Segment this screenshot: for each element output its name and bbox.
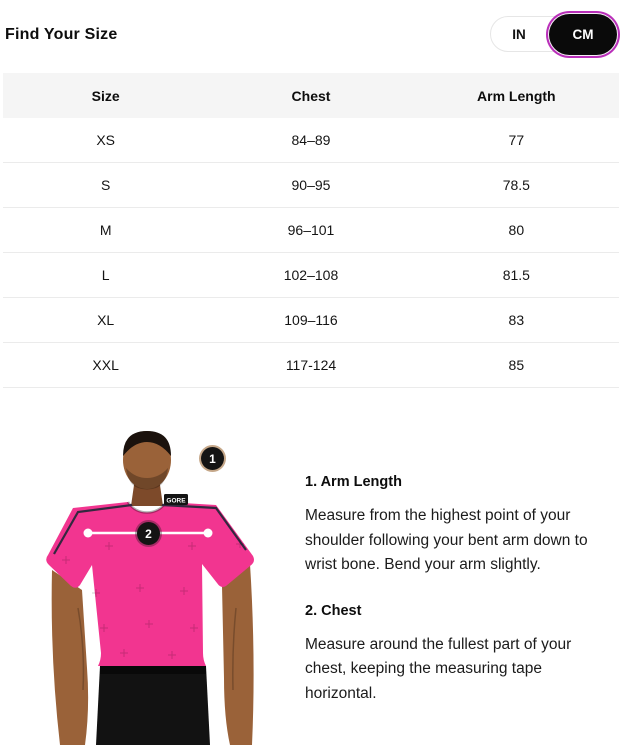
size-row-m: M 96–101 80 (3, 208, 619, 253)
size-row-l: L 102–108 81.5 (3, 253, 619, 298)
table-cell: XXL (92, 357, 119, 373)
shirt (46, 502, 254, 666)
guide-chest-title: 2. Chest (305, 602, 362, 619)
measurement-photo: GORE 1 2 (40, 428, 260, 745)
shirt-logo-patch (164, 494, 188, 505)
table-cell: 84–89 (291, 132, 331, 148)
table-cell: L (101, 267, 110, 283)
table-cell: M (99, 222, 112, 238)
shorts-waistband (100, 666, 206, 674)
size-row-xs: XS 84–89 77 (3, 118, 619, 163)
table-cell: 96–101 (287, 222, 335, 238)
table-cell: 78.5 (502, 177, 530, 193)
unit-toggle: IN CM (490, 13, 617, 55)
beard (126, 468, 168, 490)
guide-arm-length-title: 1. Arm Length (305, 474, 402, 490)
size-row-xl: XL 109–116 83 (3, 298, 619, 343)
guide-arm-length-body: Measure from the highest point of your s… (305, 507, 588, 573)
table-cell: 81.5 (502, 267, 530, 283)
shirt-logo-text: GORE (166, 498, 186, 505)
guide-chest-body: Measure around the fullest part of your … (305, 635, 572, 702)
table-cell: XL (97, 312, 115, 328)
column-header: Arm Length (477, 87, 556, 104)
unit-in-button[interactable]: IN (491, 16, 547, 52)
right-arm (222, 564, 254, 745)
right-shoulder-seam (161, 503, 247, 551)
hair (123, 431, 171, 456)
table-cell: XS (96, 132, 115, 148)
table-cell: 102–108 (283, 267, 339, 283)
column-header: Chest (291, 87, 331, 104)
size-table-body: XS 84–89 77 S 90–95 78.5 M 96–101 80 L 102–108 81.5… (3, 118, 619, 388)
page-title: Find Your Size (5, 26, 118, 43)
unit-cm-button[interactable]: CM (549, 13, 617, 55)
column-header: Size (91, 87, 120, 104)
arm-shading (77, 607, 237, 691)
chest-line-left-dot (83, 528, 93, 538)
table-cell: 90–95 (291, 177, 331, 193)
table-cell: 85 (508, 357, 525, 373)
head (123, 431, 171, 489)
callout-2-badge: 2 (137, 522, 160, 545)
table-cell: 117-124 (285, 357, 337, 373)
chest-line-right-dot (203, 528, 213, 538)
table-cell: S (100, 177, 111, 193)
size-table: Size Chest Arm Length XS 84–89 77 S 90–95 78.5 M… (3, 73, 619, 388)
left-shoulder-seam (53, 503, 133, 555)
table-cell: 109–116 (284, 312, 338, 328)
model-illustration: GORE (46, 431, 254, 745)
callout-1-badge: 1 (201, 447, 224, 470)
size-table-header: Size Chest Arm Length (3, 73, 619, 118)
table-cell: 83 (508, 312, 525, 328)
table-cell: 77 (508, 132, 525, 148)
size-row-s: S 90–95 78.5 (3, 163, 619, 208)
left-arm (51, 570, 89, 745)
size-row-xxl: XXL 117-124 85 (3, 343, 619, 388)
shorts (96, 666, 210, 745)
table-cell: 80 (508, 222, 525, 238)
measuring-guide: 1. Arm Length Measure from the highest p… (305, 474, 607, 731)
